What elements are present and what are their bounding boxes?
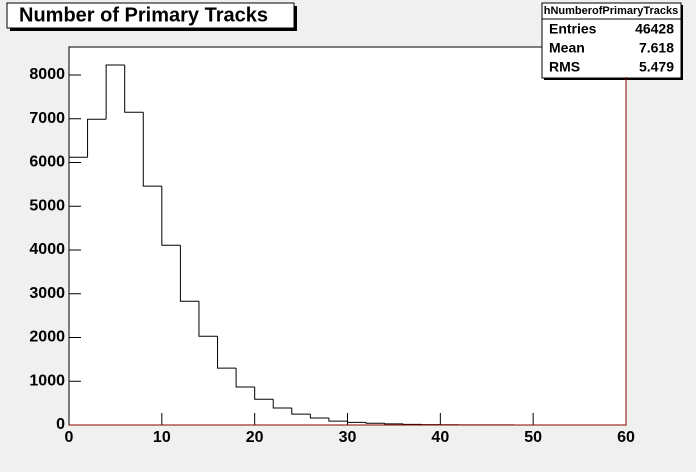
- histogram-bin: [179, 245, 199, 302]
- stats-value: 7.618: [639, 40, 674, 56]
- histogram-bin: [291, 407, 311, 415]
- histogram-bin: [309, 414, 329, 419]
- histogram-bin: [161, 186, 181, 246]
- histogram-bin: [87, 118, 107, 158]
- x-tick-label: 30: [339, 429, 357, 446]
- histogram-bin: [254, 386, 274, 400]
- y-tick-label: 5000: [29, 197, 65, 214]
- stats-box: [541, 2, 682, 79]
- x-tick-label: 20: [246, 429, 264, 446]
- y-tick-label: 8000: [29, 66, 65, 83]
- title-box: [6, 2, 295, 29]
- histogram-bin: [384, 423, 404, 425]
- x-tick-label: 60: [617, 429, 635, 446]
- histogram-bin: [272, 399, 292, 409]
- chart-title: Number of Primary Tracks: [19, 4, 268, 26]
- histogram-bin: [217, 336, 237, 369]
- histogram-bin: [347, 421, 367, 423]
- x-tick-label: 10: [153, 429, 171, 446]
- y-tick-label: 6000: [29, 154, 65, 171]
- y-tick-label: 4000: [29, 241, 65, 258]
- stats-label: RMS: [549, 59, 580, 75]
- histogram-bin: [142, 112, 162, 187]
- histogram-bin: [198, 301, 218, 337]
- y-tick-label: 2000: [29, 329, 65, 346]
- stats-label: Mean: [549, 40, 585, 56]
- stats-title: hNumberofPrimaryTracks: [544, 5, 679, 17]
- histogram-bin: [328, 418, 348, 422]
- y-tick-label: 0: [56, 416, 65, 433]
- y-tick-label: 1000: [29, 372, 65, 389]
- x-tick-label: 40: [431, 429, 449, 446]
- x-tick-label: 0: [65, 429, 74, 446]
- y-tick-label: 7000: [29, 110, 65, 127]
- histogram-bin: [68, 156, 88, 425]
- x-tick-label: 50: [524, 429, 542, 446]
- stats-label: Entries: [549, 21, 597, 37]
- histogram-bin: [105, 64, 125, 120]
- histogram-bin: [365, 422, 385, 424]
- stats-value: 46428: [635, 21, 674, 37]
- stats-value: 5.479: [639, 59, 674, 75]
- histogram-bin: [124, 64, 144, 113]
- histogram-bin: [235, 368, 255, 388]
- plot-frame: [68, 46, 627, 426]
- y-tick-label: 3000: [29, 285, 65, 302]
